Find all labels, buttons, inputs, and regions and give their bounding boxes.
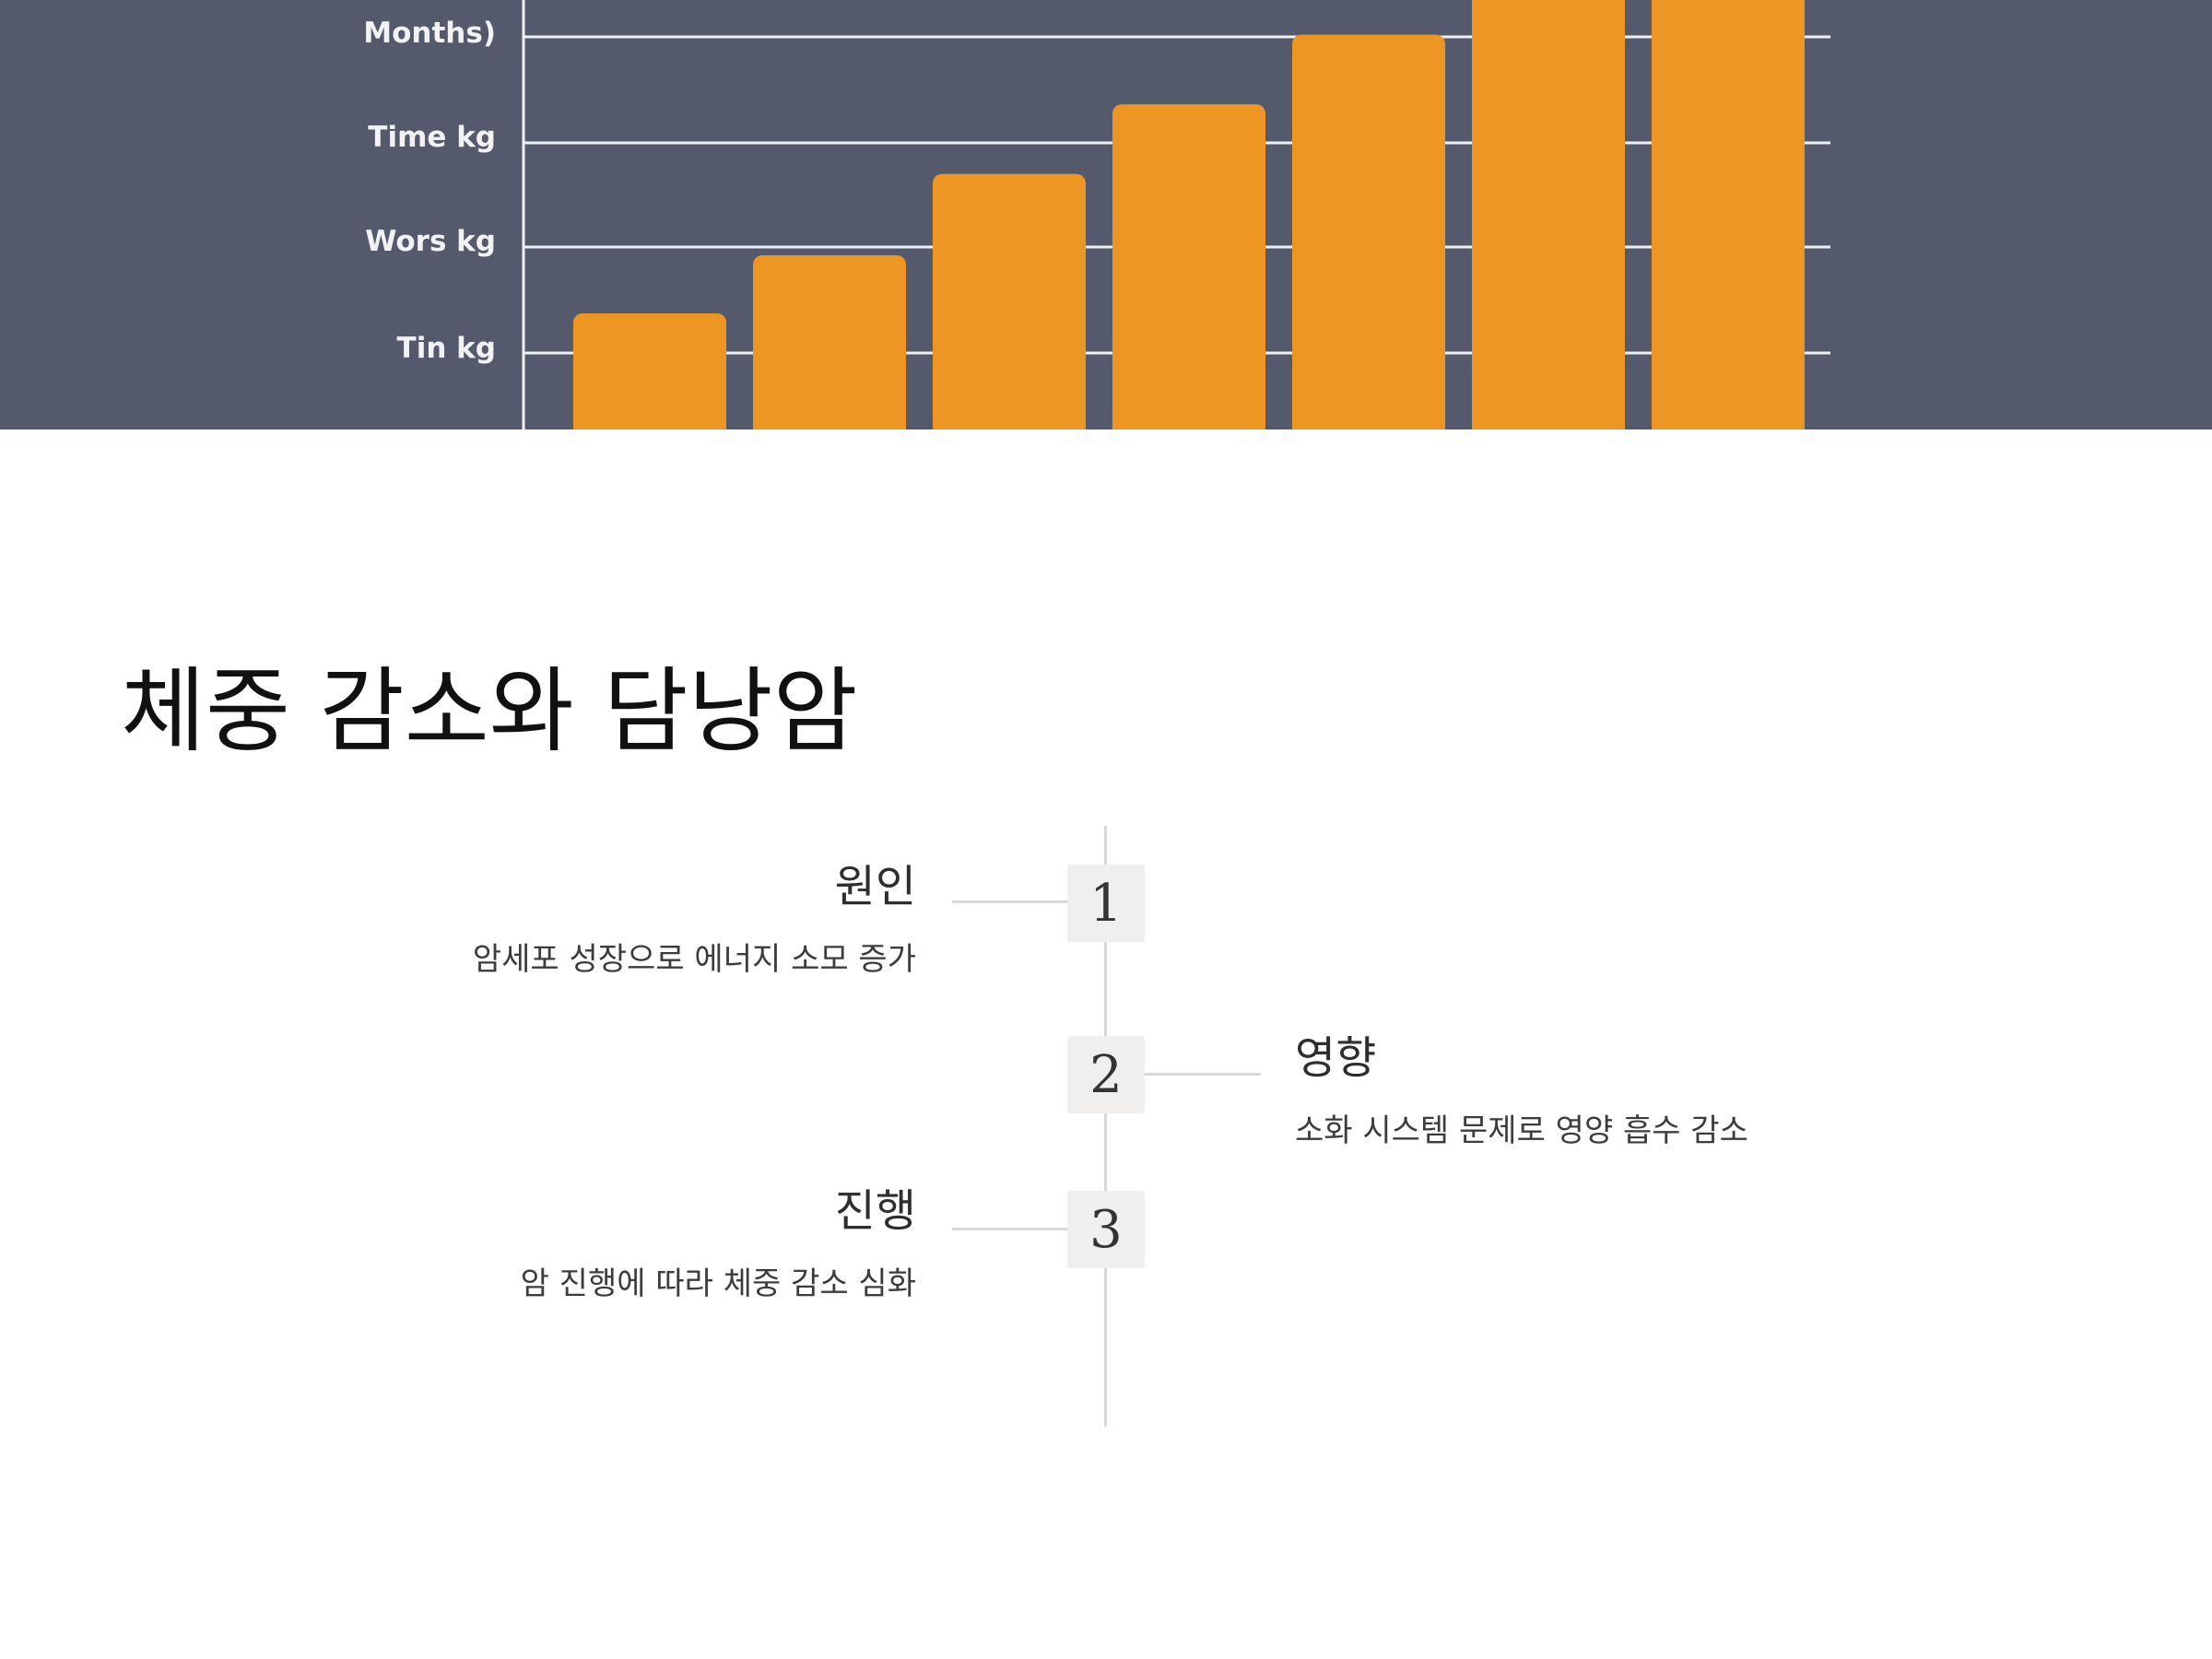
chart-bar xyxy=(753,255,906,429)
slide-title: 체중 감소와 담낭암 xyxy=(121,657,858,765)
chart-bar xyxy=(1472,0,1625,429)
step-1-connector xyxy=(952,900,1067,903)
chart-bar xyxy=(1112,104,1265,429)
chart-image: Months) Time kg Wors kg Tin kg xyxy=(0,0,2212,429)
bars-group xyxy=(573,0,1805,429)
step-2-title: 영향 xyxy=(1295,1032,1377,1084)
step-3-title: 진행 xyxy=(834,1185,916,1237)
y-tick-label: Time kg xyxy=(368,121,496,154)
step-3-badge: 3 xyxy=(1067,1191,1145,1268)
step-3-description: 암 진행에 따라 체중 감소 심화 xyxy=(520,1265,916,1302)
bar-chart-graphic: Months) Time kg Wors kg Tin kg xyxy=(363,0,1830,429)
y-tick-label: Months) xyxy=(363,17,496,50)
chart-bar xyxy=(1292,34,1445,429)
y-tick-label: Wors kg xyxy=(365,225,496,258)
chart-bar xyxy=(1652,0,1805,429)
step-1-title: 원인 xyxy=(834,861,916,912)
step-2-description: 소화 시스템 문제로 영양 흡수 감소 xyxy=(1295,1112,1748,1149)
step-3-connector xyxy=(952,1228,1067,1230)
step-1-description: 암세포 성장으로 에너지 소모 증가 xyxy=(472,941,916,978)
chart-bar xyxy=(573,313,726,429)
chart-bar xyxy=(933,173,1086,429)
timeline-line xyxy=(1104,826,1107,1427)
y-tick-label: Tin kg xyxy=(397,332,496,365)
step-2-connector xyxy=(1145,1073,1261,1076)
step-2-badge: 2 xyxy=(1067,1036,1145,1113)
step-1-badge: 1 xyxy=(1067,865,1145,942)
